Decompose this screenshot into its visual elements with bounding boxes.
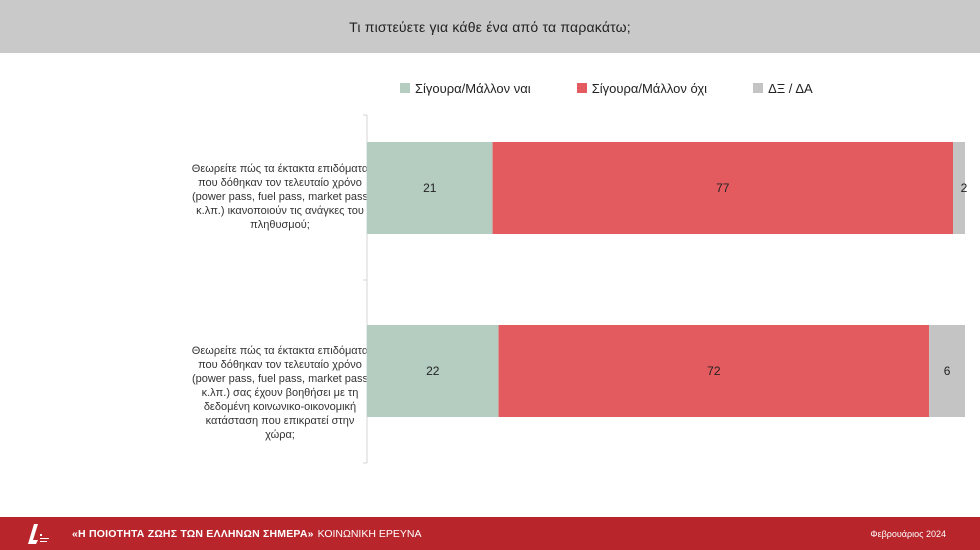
page-title: Τι πιστεύετε για κάθε ένα από τα παρακάτ…	[349, 18, 631, 35]
header-bar: Τι πιστεύετε για κάθε ένα από τα παρακάτ…	[0, 0, 980, 53]
legend-item-yes: Σίγουρα/Μάλλον ναι	[400, 81, 531, 96]
legend-label-no: Σίγουρα/Μάλλον όχι	[591, 80, 708, 96]
data-label-q2-dk: 6	[944, 364, 951, 378]
brand-logo-icon	[28, 523, 49, 544]
footer-survey-title: «Η ΠΟΙΟΤΗΤΑ ΖΩΗΣ ΤΩΝ ΕΛΛΗΝΩΝ ΣΗΜΕΡΑ»	[72, 527, 314, 540]
bar-q2-dk	[929, 325, 965, 417]
legend-label-yes: Σίγουρα/Μάλλον ναι	[415, 80, 531, 96]
legend-swatch-yes	[400, 83, 410, 93]
bar-q1-yes	[367, 142, 493, 234]
bar-q1-no	[492, 142, 954, 234]
question-label-1: Θεωρείτε πώς τα έκτακτα επιδόματα που δό…	[191, 163, 369, 231]
data-label-q2-no: 72	[707, 364, 721, 378]
footer-bar: «Η ΠΟΙΟΤΗΤΑ ΖΩΗΣ ΤΩΝ ΕΛΛΗΝΩΝ ΣΗΜΕΡΑ» ΚΟΙ…	[0, 517, 980, 550]
data-label-q1-no: 77	[716, 181, 730, 195]
stacked-bar-chart: 21 77 222 72 6	[363, 114, 968, 464]
legend-swatch-dk	[753, 83, 764, 93]
bar-q1-dk	[953, 142, 965, 234]
legend-label-dk: ΔΞ / ΔΑ	[768, 80, 813, 96]
data-label-q1-yes: 21	[423, 181, 437, 195]
question-label-2: Θεωρείτε πώς τα έκτακτα επιδόματα που δό…	[191, 345, 369, 441]
data-label-q2-yes: 22	[426, 364, 440, 378]
bar-q2-yes	[367, 325, 499, 417]
legend-item-no: Σίγουρα/Μάλλον όχι	[576, 80, 708, 96]
bar-q2-no	[498, 325, 930, 417]
legend-swatch-no	[576, 83, 587, 93]
footer-date: Φεβρουάριος 2024	[870, 528, 946, 539]
chart-legend: Σίγουρα/Μάλλον ναι Σίγουρα/Μάλλον όχι ΔΞ…	[400, 78, 813, 98]
footer-survey-subtitle: ΚΟΙΝΩΝΙΚΗ ΕΡΕΥΝΑ	[317, 527, 422, 540]
data-label-q1-dk: 2	[961, 181, 968, 195]
legend-item-dk: ΔΞ / ΔΑ	[753, 81, 813, 96]
